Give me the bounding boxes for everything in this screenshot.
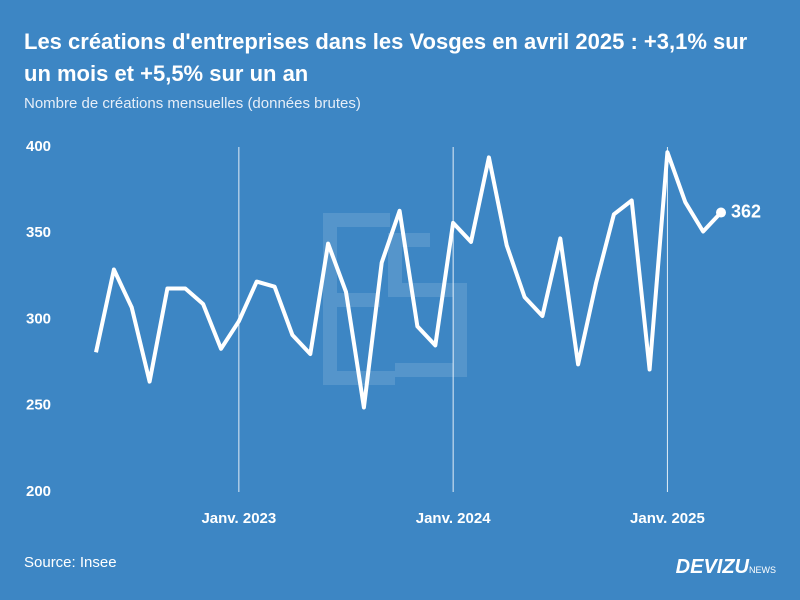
x-tick-label: Janv. 2025 <box>630 510 705 527</box>
brand-name: DEVIZU <box>675 556 749 578</box>
chart-subtitle: Nombre de créations mensuelles (données … <box>24 95 361 112</box>
x-tick-label: Janv. 2023 <box>201 510 276 527</box>
y-tick-label: 200 <box>26 483 51 500</box>
data-label: 362 <box>731 201 761 221</box>
chart-title: Les créations d'entreprises dans les Vos… <box>24 29 748 86</box>
brand: DEVIZUNEWS <box>676 556 776 579</box>
end-point <box>716 207 726 218</box>
y-tick-label: 400 <box>26 138 51 155</box>
watermark <box>323 213 467 385</box>
y-tick-label: 350 <box>26 224 51 241</box>
y-tick-label: 250 <box>26 397 51 414</box>
line <box>94 150 723 410</box>
source: Source: Insee <box>24 554 117 571</box>
brand-suffix: NEWS <box>749 565 776 575</box>
x-tick-label: Janv. 2024 <box>416 510 491 527</box>
y-tick-label: 300 <box>26 310 51 327</box>
